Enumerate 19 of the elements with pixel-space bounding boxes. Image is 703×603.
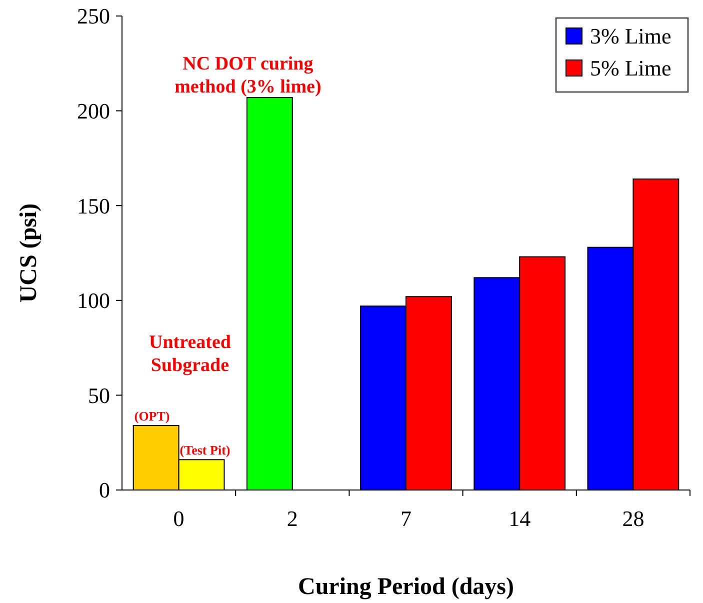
- y-tick-label: 0: [99, 478, 110, 503]
- x-axis-title: Curing Period (days): [298, 574, 514, 600]
- x-tick-label: 0: [173, 506, 184, 531]
- y-tick-label: 100: [77, 288, 110, 314]
- annotation: (OPT): [134, 408, 170, 424]
- y-tick-label: 50: [88, 382, 110, 408]
- legend-label: 3% Lime: [590, 24, 672, 49]
- x-tick-label: 28: [622, 506, 644, 531]
- legend-label: 5% Lime: [590, 56, 672, 81]
- y-tick-label: 150: [77, 193, 110, 218]
- annotation: NC DOT curing method (3% lime): [174, 54, 322, 98]
- x-tick-label: 7: [400, 506, 412, 531]
- x-tick-label: 2: [286, 506, 298, 531]
- y-axis-title: UCS (psi): [16, 203, 42, 303]
- y-tick-label: 250: [77, 4, 110, 29]
- x-tick-label: 14: [508, 506, 531, 531]
- annotation: Untreated Subgrade: [149, 332, 232, 376]
- y-tick-label: 200: [77, 98, 110, 124]
- annotation: (Test Pit): [180, 442, 230, 458]
